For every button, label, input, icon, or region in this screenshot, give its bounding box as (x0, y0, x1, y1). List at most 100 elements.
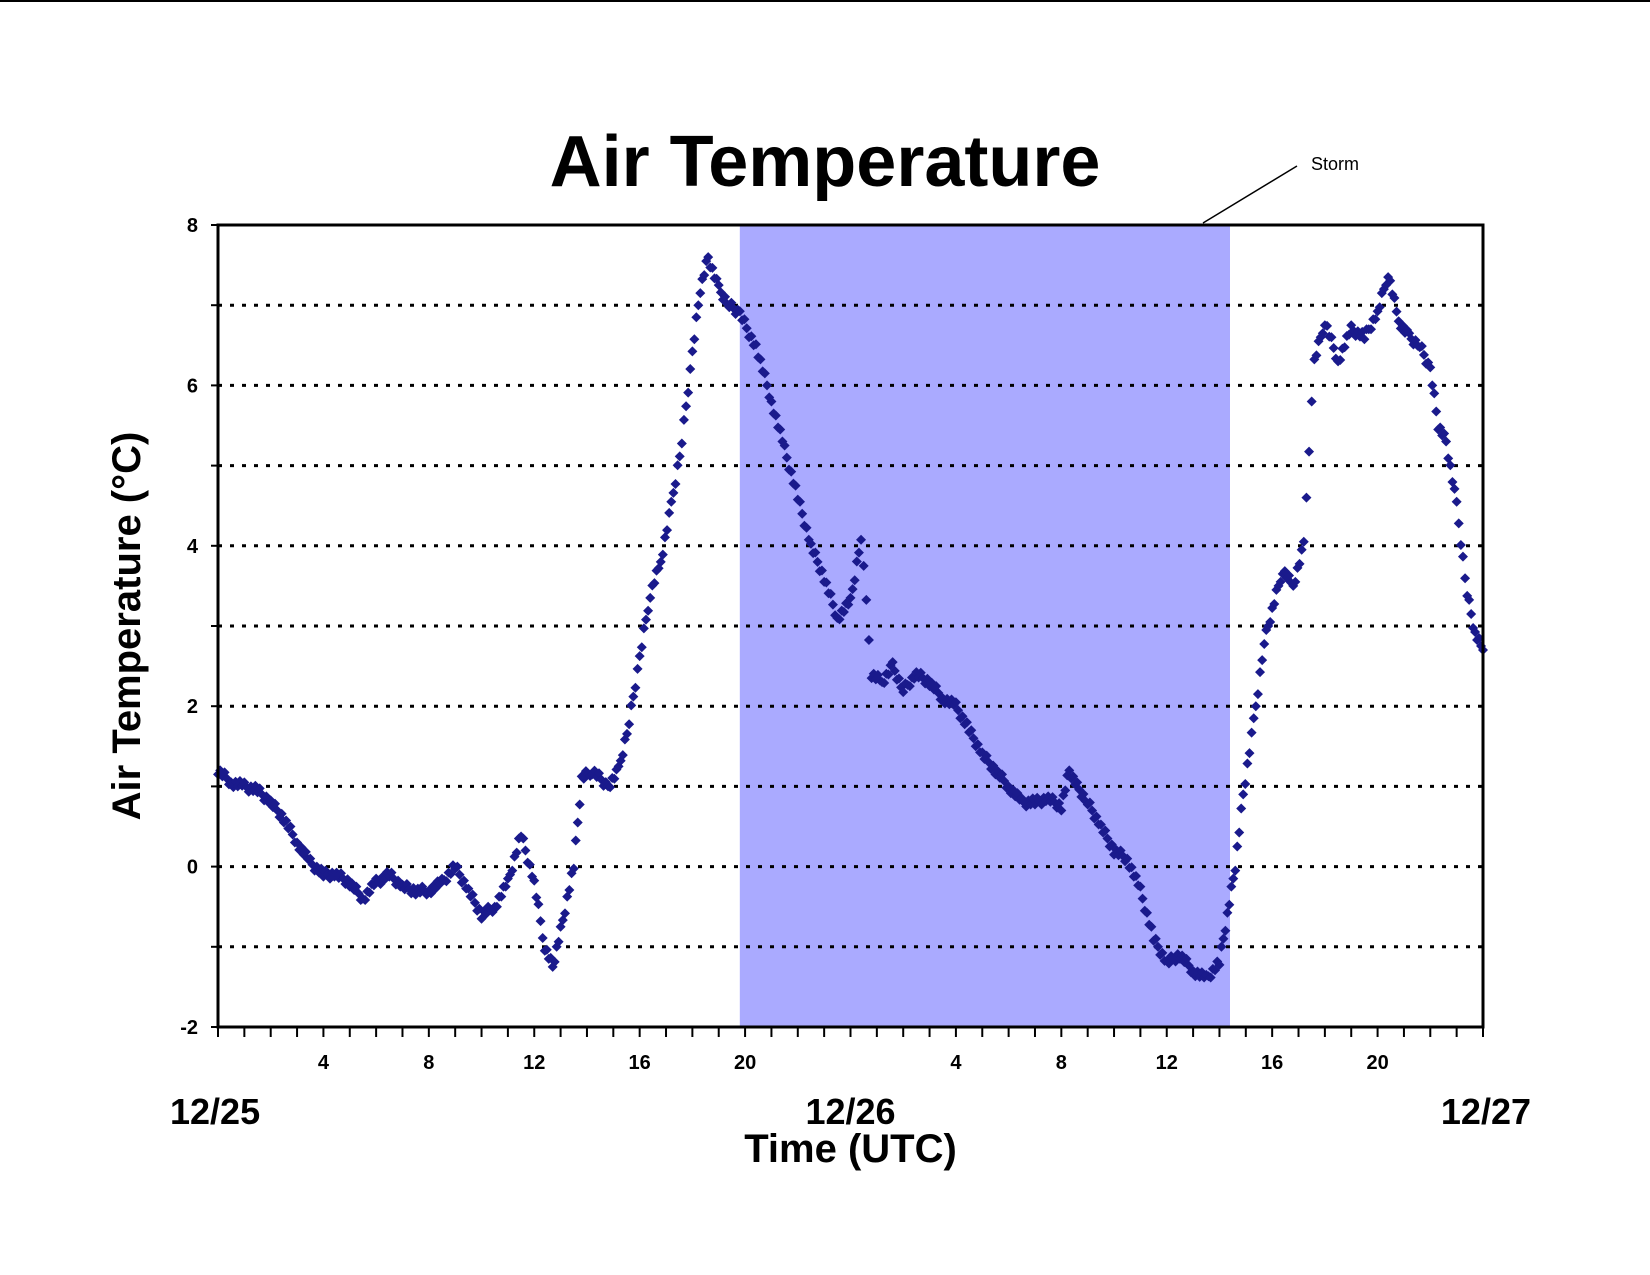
storm-annotation-label: Storm (1311, 154, 1359, 174)
y-axis-label: Air Temperature (°C) (105, 432, 149, 821)
temperature-point (1365, 324, 1376, 335)
temperature-point (779, 440, 790, 451)
temperature-point (1226, 881, 1237, 892)
temperature-point (755, 354, 766, 365)
temperature-point (861, 594, 872, 605)
temperature-point (452, 861, 463, 872)
temperature-point (1306, 396, 1317, 407)
temperature-point (739, 314, 750, 325)
temperature-point (713, 280, 724, 291)
temperature-point (950, 697, 961, 708)
temperature-point (681, 401, 692, 412)
x-tick-label: 16 (629, 1052, 651, 1074)
temperature-point (1240, 778, 1251, 789)
temperature-point (805, 538, 816, 549)
temperature-point (572, 817, 583, 828)
temperature-point (605, 782, 616, 793)
temperature-point (655, 556, 666, 567)
x-axis-label: Time (UTC) (744, 1127, 957, 1171)
temperature-point (553, 936, 564, 947)
temperature-point (674, 451, 685, 462)
temperature-point (666, 496, 677, 507)
temperature-point (1146, 921, 1157, 932)
x-tick-label: 8 (1056, 1052, 1067, 1074)
temperature-point (676, 438, 687, 449)
temperature-point (626, 700, 637, 711)
temperature-point (672, 460, 683, 471)
temperature-point (662, 525, 673, 536)
temperature-point (1072, 777, 1083, 788)
temperature-point (786, 466, 797, 477)
temperature-point (1078, 789, 1089, 800)
temperature-point (1374, 302, 1385, 313)
date-label: 12/27 (1441, 1091, 1531, 1132)
temperature-point (463, 883, 474, 894)
temperature-point (636, 642, 647, 653)
temperature-point (670, 479, 681, 490)
temperature-point (529, 875, 540, 886)
temperature-point (770, 410, 781, 421)
temperature-point (689, 334, 700, 345)
temperature-point (825, 588, 836, 599)
temperature-point (1359, 334, 1370, 345)
top-border-line (0, 0, 1650, 2)
temperature-point (845, 592, 856, 603)
temperature-point (827, 599, 838, 610)
temperature-point (1439, 428, 1450, 439)
temperature-point (699, 270, 710, 281)
temperature-point (1449, 483, 1460, 494)
x-tick-label: 20 (734, 1052, 756, 1074)
temperature-point (638, 623, 649, 634)
temperature-point (535, 916, 546, 927)
temperature-point (856, 534, 867, 545)
temperature-point (961, 717, 972, 728)
temperature-point (1301, 492, 1312, 503)
x-tick-label: 12 (1156, 1052, 1178, 1074)
temperature-point (1416, 341, 1427, 352)
temperature-point (678, 414, 689, 425)
temperature-point (1246, 727, 1257, 738)
temperature-point (500, 881, 511, 892)
temperature-point (1255, 667, 1266, 678)
temperature-point (1100, 825, 1111, 836)
temperature-point (541, 944, 552, 955)
temperature-point (781, 452, 792, 463)
temperature-point (847, 584, 858, 595)
temperature-point (287, 829, 298, 840)
temperature-point (863, 635, 874, 646)
temperature-point (1466, 608, 1477, 619)
temperature-point (879, 677, 890, 688)
temperature-point (574, 799, 585, 810)
temperature-point (1290, 576, 1301, 587)
temperature-point (741, 323, 752, 334)
x-axis-ticks: 4 8 12 16 20 4 8 12 16 20 12/25 12/26 12/27 (170, 1027, 1531, 1132)
temperature-point (1087, 805, 1098, 816)
temperature-point (904, 681, 915, 692)
temperature-point (524, 859, 535, 870)
temperature-point (1054, 798, 1065, 809)
temperature-point (1457, 551, 1468, 562)
temperature-point (1304, 446, 1315, 457)
temperature-point (564, 884, 575, 895)
temperature-point (1322, 320, 1333, 331)
temperature-point (1427, 380, 1438, 391)
temperature-point (1252, 689, 1263, 700)
temperature-point (893, 673, 904, 684)
temperature-point (1385, 275, 1396, 286)
temperature-point (276, 808, 287, 819)
temperature-point (1451, 496, 1462, 507)
temperature-point (1257, 655, 1268, 666)
temperature-point (1445, 460, 1456, 471)
temperature-point (1056, 805, 1067, 816)
temperature-point (491, 901, 502, 912)
temperature-point (1205, 972, 1216, 983)
temperature-point (454, 869, 465, 880)
temperature-point (1218, 933, 1229, 944)
temperature-point (1339, 342, 1350, 353)
temperature-point (1259, 639, 1270, 650)
temperature-point (1370, 314, 1381, 325)
x-tick-label: 16 (1261, 1052, 1283, 1074)
temperature-point (1222, 907, 1233, 918)
temperature-point (668, 487, 679, 498)
temperature-point (775, 424, 786, 435)
